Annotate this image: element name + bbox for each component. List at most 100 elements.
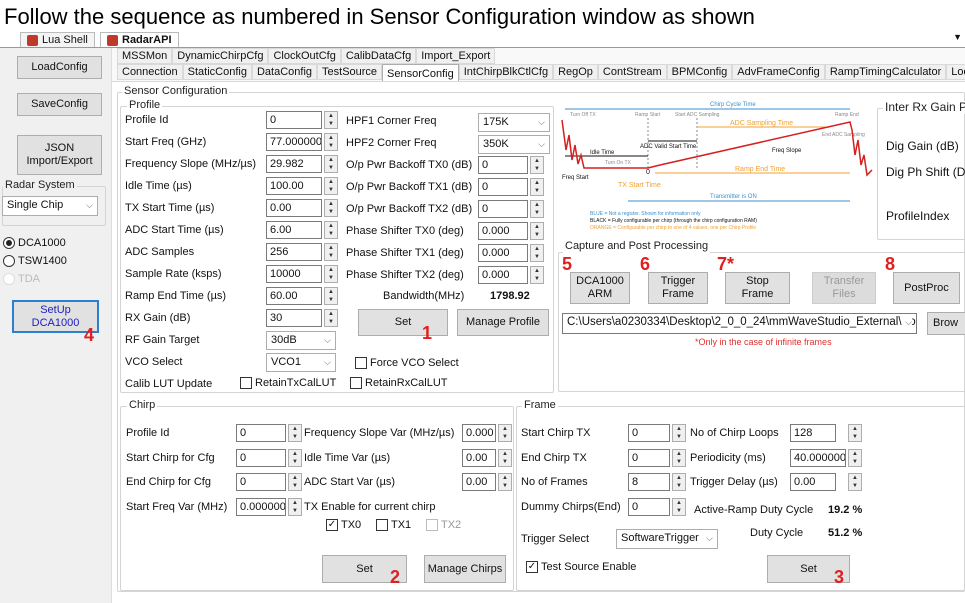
checkbox[interactable]: TX1 — [376, 519, 411, 531]
value-input[interactable]: 0.00 — [462, 448, 496, 467]
spinner-icon[interactable]: ▲ ▼ — [530, 156, 544, 174]
postproc-path-select[interactable]: C:\Users\a0230334\Desktop\2_0_0_24\mmWav… — [562, 313, 917, 334]
tab-clockoutcfg[interactable]: ClockOutCfg — [268, 48, 341, 64]
value-input[interactable]: 10000 — [266, 265, 322, 283]
tab-import-export[interactable]: Import_Export — [416, 48, 496, 64]
spinner-icon[interactable]: ▲ ▼ — [530, 178, 544, 196]
tab-bpmconfig[interactable]: BPMConfig — [666, 64, 733, 80]
trigger-frame-button[interactable]: Trigger Frame — [648, 272, 708, 304]
spinner-icon[interactable]: ▲ ▼ — [672, 448, 686, 467]
tab-dataconfig[interactable]: DataConfig — [251, 64, 318, 80]
spinner-icon[interactable]: ▲ ▼ — [848, 448, 862, 467]
radar-system-select[interactable]: Single Chip ⌵ — [2, 196, 98, 216]
value-input[interactable]: 0.00 — [790, 473, 836, 491]
frame-set-button[interactable]: Set — [767, 555, 850, 583]
value-input[interactable]: 0 — [478, 156, 528, 174]
tab-staticconfig[interactable]: StaticConfig — [182, 64, 252, 80]
tab-loopba[interactable]: LoopBa — [946, 64, 965, 80]
spinner-icon[interactable]: ▲ ▼ — [324, 221, 338, 239]
spinner-icon[interactable]: ▲ ▼ — [848, 473, 862, 491]
manage-chirps-button[interactable]: Manage Chirps — [424, 555, 506, 583]
tab-intchirpblkctlcfg[interactable]: IntChirpBlkCtlCfg — [458, 64, 554, 80]
value-input[interactable]: 60.00 — [266, 287, 322, 305]
checkbox[interactable]: RetainTxCalLUT — [240, 377, 336, 389]
value-input[interactable]: 0.000 — [478, 222, 528, 240]
value-input[interactable]: 40.000000 — [790, 448, 846, 467]
spinner-icon[interactable]: ▲ ▼ — [530, 222, 544, 240]
stop-frame-button[interactable]: Stop Frame — [725, 272, 790, 304]
value-input[interactable]: 0.000000 — [236, 497, 286, 516]
spinner-icon[interactable]: ▲ ▼ — [324, 309, 338, 327]
spinner-icon[interactable]: ▲ ▼ — [324, 243, 338, 261]
value-input[interactable]: 0 — [628, 424, 670, 442]
value-input[interactable]: 6.00 — [266, 221, 322, 239]
spinner-icon[interactable]: ▲ ▼ — [324, 265, 338, 283]
spinner-icon[interactable]: ▲ ▼ — [288, 497, 302, 516]
spinner-icon[interactable]: ▲ ▼ — [672, 497, 686, 516]
tab-mssmon[interactable]: MSSMon — [117, 48, 173, 64]
trigger-select[interactable]: SoftwareTrigger ⌵ — [616, 529, 718, 549]
value-input[interactable]: 0.000 — [478, 266, 528, 284]
dca1000-arm-button[interactable]: DCA1000 ARM — [570, 272, 630, 304]
save-config-button[interactable]: SaveConfig — [17, 93, 102, 116]
value-input[interactable]: 100.00 — [266, 177, 322, 195]
json-import-export-button[interactable]: JSON Import/Export — [17, 135, 102, 175]
spinner-icon[interactable]: ▲ ▼ — [672, 424, 686, 442]
spinner-icon[interactable]: ▲ ▼ — [288, 424, 302, 442]
spinner-icon[interactable]: ▲ ▼ — [672, 473, 686, 491]
value-input[interactable]: 29.982 — [266, 155, 322, 173]
postproc-button[interactable]: PostProc — [893, 272, 960, 304]
select-dropdown[interactable]: 175K ⌵ — [478, 113, 550, 132]
tab-connection[interactable]: Connection — [117, 64, 183, 80]
spinner-icon[interactable]: ▲ ▼ — [324, 155, 338, 173]
force-vco-checkbox[interactable]: Force VCO Select — [355, 357, 459, 369]
checkbox[interactable]: ✓ TX0 — [326, 519, 361, 531]
spinner-icon[interactable]: ▲ ▼ — [324, 287, 338, 305]
setup-dca1000-button[interactable]: SetUp DCA1000 — [12, 300, 99, 333]
app-tab-radarapi[interactable]: RadarAPI — [100, 32, 179, 47]
tab-contstream[interactable]: ContStream — [597, 64, 667, 80]
value-input[interactable]: 128 — [790, 424, 836, 442]
app-tab-lua-shell[interactable]: Lua Shell — [20, 32, 95, 47]
spinner-icon[interactable]: ▲ ▼ — [498, 424, 512, 442]
spinner-icon[interactable]: ▲ ▼ — [324, 177, 338, 195]
tab-sensorconfig[interactable]: SensorConfig — [382, 64, 459, 83]
browse-button[interactable]: Brow — [927, 312, 965, 335]
value-input[interactable]: 0.00 — [462, 473, 496, 491]
value-input[interactable]: 77.000000 — [266, 133, 322, 151]
value-input[interactable]: 0.000 — [462, 424, 496, 442]
tab-dropdown-icon[interactable]: ▼ — [953, 32, 962, 42]
radio-dca1000[interactable]: DCA1000 — [3, 237, 66, 249]
tab-calibdatacfg[interactable]: CalibDataCfg — [340, 48, 417, 64]
spinner-icon[interactable]: ▲ ▼ — [324, 111, 338, 129]
spinner-icon[interactable]: ▲ ▼ — [324, 199, 338, 217]
value-input[interactable]: 0 — [266, 111, 322, 129]
select-dropdown[interactable]: VCO1 ⌵ — [266, 353, 336, 372]
value-input[interactable]: 0 — [628, 497, 670, 516]
spinner-icon[interactable]: ▲ ▼ — [498, 473, 512, 491]
value-input[interactable]: 0 — [628, 448, 670, 467]
spinner-icon[interactable]: ▲ ▼ — [498, 448, 512, 467]
value-input[interactable]: 256 — [266, 243, 322, 261]
value-input[interactable]: 30 — [266, 309, 322, 327]
profile-set-button[interactable]: Set — [358, 309, 448, 336]
test-source-enable-checkbox[interactable]: ✓ Test Source Enable — [526, 561, 636, 573]
spinner-icon[interactable]: ▲ ▼ — [288, 473, 302, 491]
value-input[interactable]: 8 — [628, 473, 670, 491]
load-config-button[interactable]: LoadConfig — [17, 56, 102, 79]
tab-dynamicchirpcfg[interactable]: DynamicChirpCfg — [172, 48, 269, 64]
spinner-icon[interactable]: ▲ ▼ — [530, 266, 544, 284]
spinner-icon[interactable]: ▲ ▼ — [530, 244, 544, 262]
select-dropdown[interactable]: 30dB ⌵ — [266, 331, 336, 350]
value-input[interactable]: 0 — [236, 424, 286, 442]
select-dropdown[interactable]: 350K ⌵ — [478, 135, 550, 154]
tab-testsource[interactable]: TestSource — [317, 64, 383, 80]
value-input[interactable]: 0 — [478, 200, 528, 218]
tab-regop[interactable]: RegOp — [553, 64, 598, 80]
spinner-icon[interactable]: ▲ ▼ — [324, 133, 338, 151]
value-input[interactable]: 0 — [236, 473, 286, 491]
manage-profile-button[interactable]: Manage Profile — [457, 309, 549, 336]
value-input[interactable]: 0.000 — [478, 244, 528, 262]
tab-advframeconfig[interactable]: AdvFrameConfig — [732, 64, 825, 80]
spinner-icon[interactable]: ▲ ▼ — [848, 424, 862, 442]
